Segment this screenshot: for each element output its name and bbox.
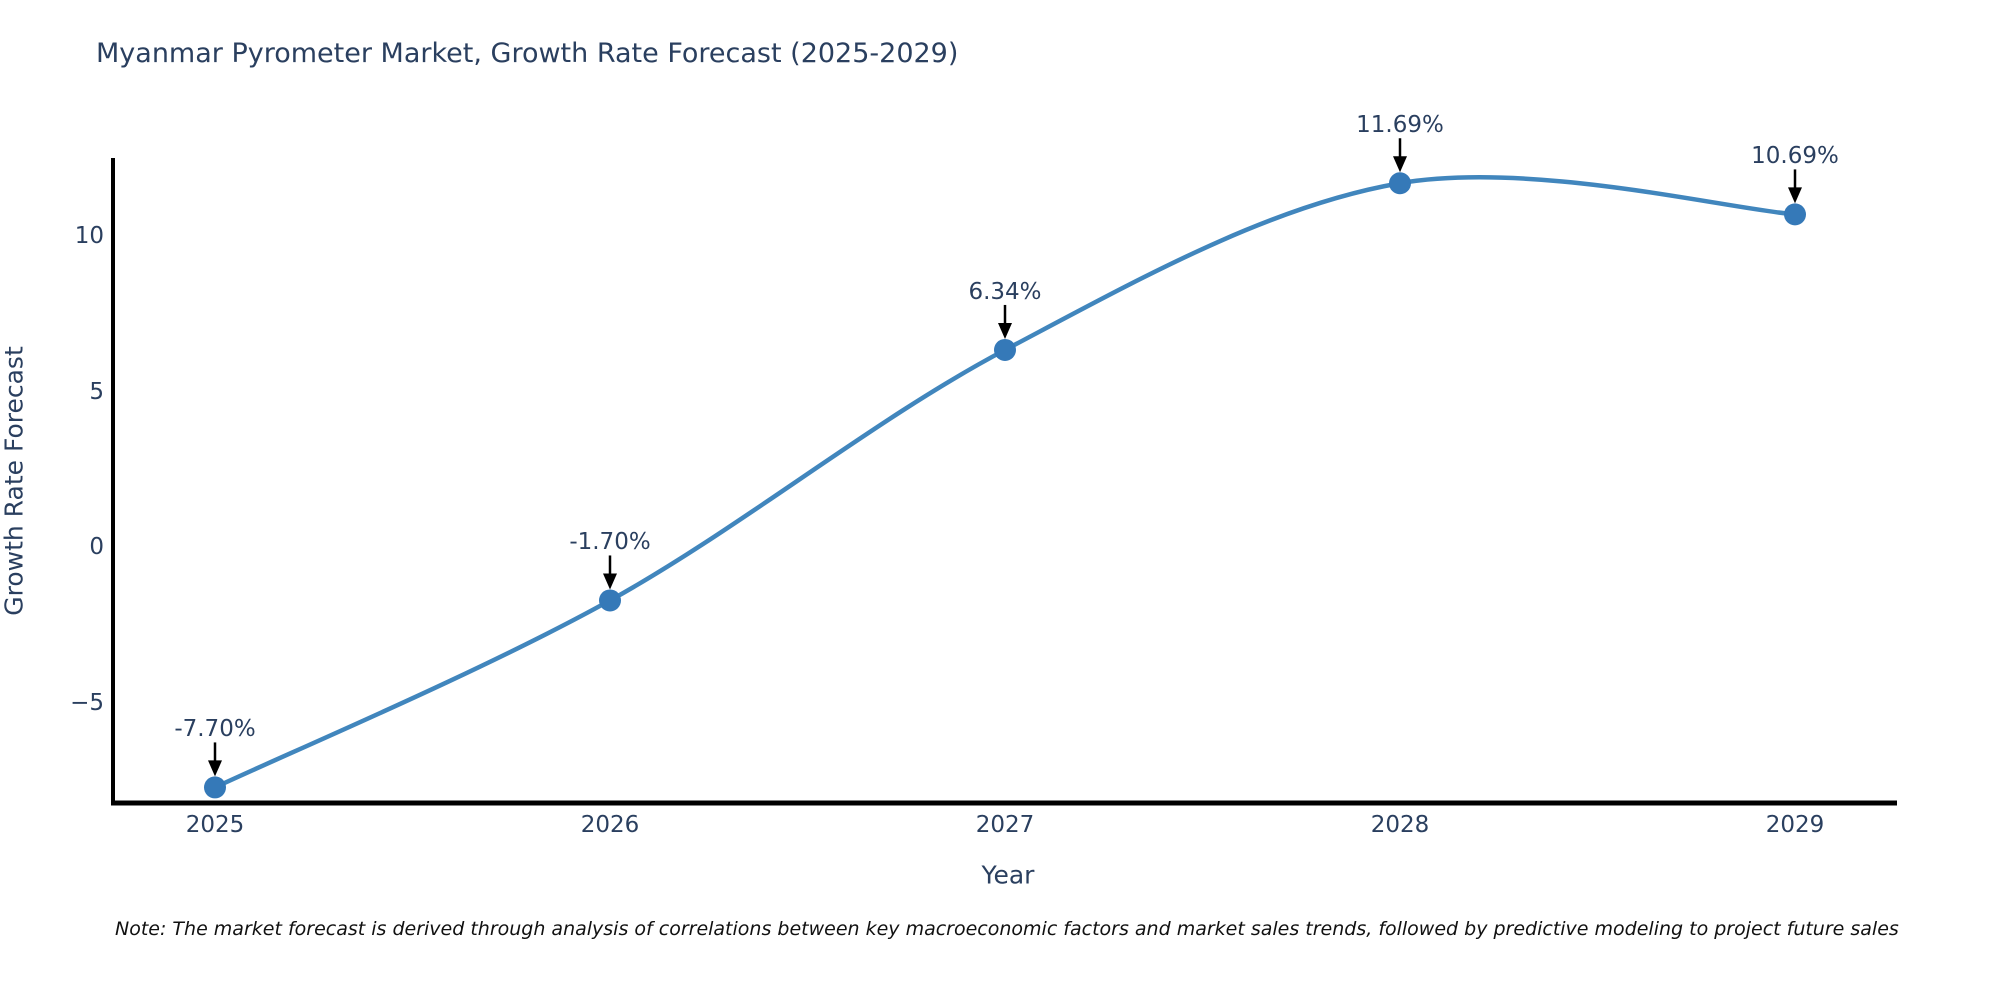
annotation-arrow-head (1393, 156, 1407, 173)
x-tick-label: 2029 (1765, 812, 1825, 838)
y-tick-label: 5 (89, 378, 104, 405)
y-tick-label: 10 (74, 222, 104, 249)
data-point-marker (994, 338, 1016, 361)
annotation-arrow-head (998, 322, 1012, 339)
x-axis-title: Year (981, 860, 1035, 890)
point-annotation: 11.69% (1356, 112, 1444, 139)
footnote: Note: The market forecast is derived thr… (115, 918, 1899, 940)
data-point-marker (599, 589, 621, 612)
annotation-arrow-head (1788, 187, 1802, 204)
y-tick-label: 0 (89, 534, 104, 561)
point-annotation: -1.70% (569, 529, 651, 556)
data-point-marker (1784, 203, 1806, 226)
annotation-arrow-head (603, 573, 617, 590)
x-tick-label: 2025 (185, 812, 245, 838)
point-annotation: 10.69% (1751, 143, 1839, 170)
chart-title: Myanmar Pyrometer Market, Growth Rate Fo… (96, 38, 959, 69)
point-annotation: -7.70% (174, 716, 256, 743)
series-line (212, 175, 1798, 790)
x-tick-label: 2027 (975, 812, 1035, 838)
x-tick-label: 2028 (1370, 812, 1430, 838)
data-point-marker (204, 776, 226, 799)
data-point-marker (1389, 172, 1411, 195)
y-tick-label: −5 (70, 690, 104, 717)
point-annotation: 6.34% (968, 278, 1042, 305)
x-tick-label: 2026 (580, 812, 640, 838)
annotation-arrow-head (208, 760, 222, 777)
